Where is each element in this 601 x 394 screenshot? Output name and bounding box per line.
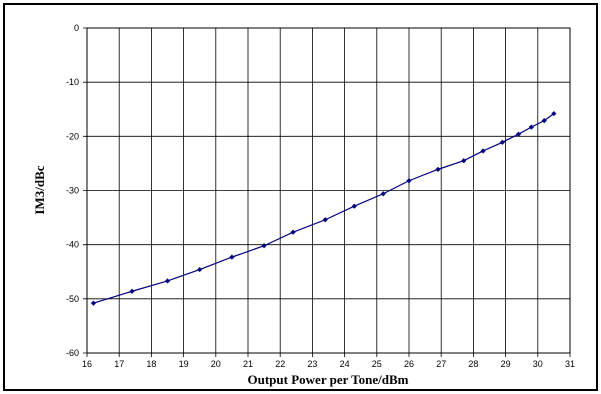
data-point — [541, 118, 547, 124]
x-tick-label: 26 — [404, 359, 414, 369]
data-point — [515, 131, 522, 137]
y-tick-label: -30 — [66, 186, 79, 196]
x-tick-label: 28 — [468, 359, 478, 369]
y-tick-label: 0 — [74, 23, 79, 33]
x-tick-label: 30 — [533, 359, 543, 369]
x-axis-label: Output Power per Tone/dBm — [248, 372, 409, 387]
data-point — [480, 148, 486, 154]
data-point — [551, 110, 557, 117]
y-tick-label: -40 — [66, 240, 79, 250]
y-tick-label: -20 — [66, 131, 79, 141]
x-tick-label: 17 — [114, 359, 124, 369]
y-axis-label: IM3/dBc — [32, 165, 47, 214]
x-tick-label: 22 — [275, 359, 285, 369]
x-tick-label: 18 — [146, 359, 156, 369]
data-point — [261, 243, 267, 249]
data-points — [90, 110, 557, 306]
data-point — [499, 139, 505, 145]
x-tick-label: 29 — [501, 359, 511, 369]
tick-labels: 16 17 18 19 20 21 22 23 24 25 26 27 28 29 30 31 0 -10 -20 -… — [66, 23, 575, 369]
data-point — [129, 288, 135, 294]
data-point — [406, 178, 412, 184]
x-tick-label: 19 — [179, 359, 189, 369]
data-point — [380, 191, 386, 197]
x-tick-label: 23 — [307, 359, 317, 369]
x-tick-label: 25 — [372, 359, 382, 369]
x-tick-label: 31 — [565, 359, 575, 369]
y-tick-label: -50 — [66, 294, 79, 304]
data-point — [90, 300, 97, 306]
data-point — [229, 254, 235, 260]
y-tick-label: -60 — [66, 348, 79, 358]
x-tick-label: 24 — [340, 359, 350, 369]
data-point — [351, 203, 357, 209]
x-tick-label: 21 — [243, 359, 253, 369]
x-tick-label: 27 — [436, 359, 446, 369]
x-tick-label: 20 — [211, 359, 221, 369]
data-point — [435, 166, 441, 172]
grid — [83, 27, 571, 357]
data-point — [461, 158, 467, 164]
y-tick-label: -10 — [66, 77, 79, 87]
data-point — [197, 266, 203, 273]
data-point — [528, 124, 534, 130]
data-point — [290, 229, 296, 235]
data-point — [164, 278, 171, 284]
x-tick-label: 16 — [82, 359, 92, 369]
data-point — [322, 217, 328, 223]
